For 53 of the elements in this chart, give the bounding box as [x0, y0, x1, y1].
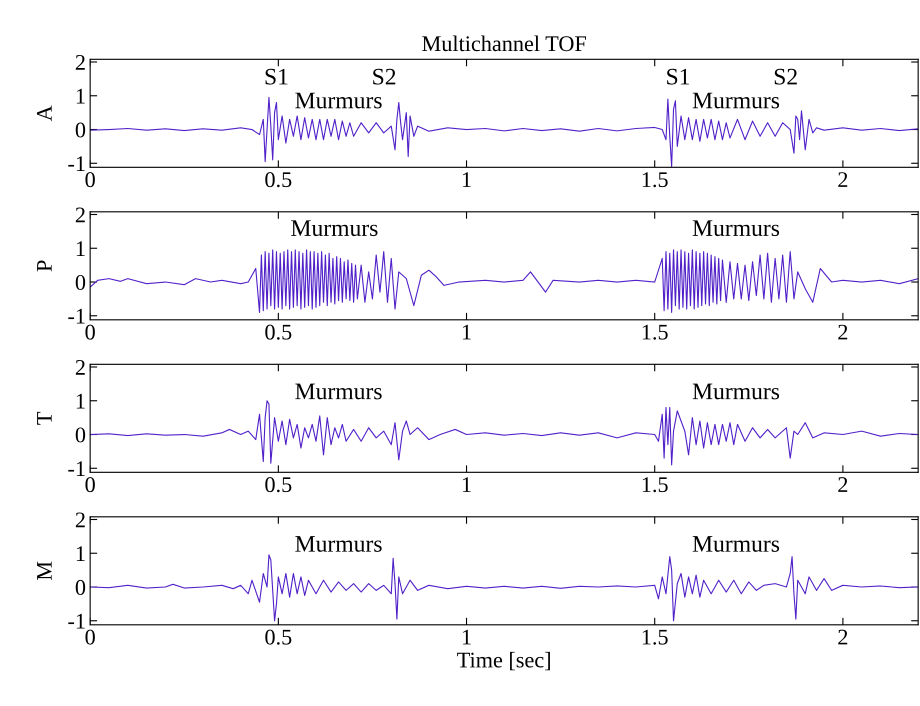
y-tick-label: 0 — [76, 427, 86, 442]
annotation: Murmurs — [295, 536, 382, 552]
y-axis-title: T — [37, 412, 52, 425]
y-tick-label: 1 — [76, 546, 85, 561]
y-tick-label: 1 — [76, 88, 85, 104]
annotation: S2 — [774, 68, 797, 85]
x-tick-label: 0.5 — [265, 172, 292, 188]
x-tick-label: 2 — [838, 324, 848, 340]
annotation: S2 — [373, 68, 396, 85]
line-series — [90, 400, 918, 466]
y-tick-label: -1 — [68, 308, 85, 324]
line-series — [90, 249, 918, 313]
y-tick-label: 0 — [76, 274, 86, 290]
annotation: Murmurs — [692, 536, 780, 552]
x-axis-title: Time [sec] — [457, 652, 550, 670]
x-tick-label: 1.5 — [642, 324, 668, 340]
x-tick-label: 1.5 — [642, 172, 668, 188]
x-tick-label: 2 — [838, 477, 848, 492]
y-tick-label: -1 — [68, 614, 85, 628]
chart-title: Multichannel TOF — [422, 36, 586, 52]
y-tick-label: 0 — [76, 122, 86, 138]
y-axis-title: M — [37, 562, 52, 580]
annotation: Murmurs — [291, 220, 378, 236]
annotation: Murmurs — [692, 92, 780, 108]
x-tick-label: 1.5 — [642, 477, 668, 492]
x-tick-label: 1 — [462, 630, 471, 644]
y-tick-label: -1 — [68, 156, 85, 171]
y-tick-label: 2 — [76, 55, 85, 70]
x-tick-label: 0.5 — [265, 477, 292, 492]
x-tick-label: 2 — [838, 172, 848, 187]
annotation: Murmurs — [295, 384, 382, 400]
x-tick-label: 1 — [462, 324, 471, 340]
x-tick-label: 1 — [462, 172, 471, 187]
annotation: Murmurs — [692, 384, 780, 400]
annotation: S1 — [667, 68, 690, 85]
x-tick-label: 2 — [838, 630, 848, 644]
x-tick-label: 0.5 — [265, 324, 292, 340]
x-tick-label: 1 — [462, 477, 471, 492]
y-tick-label: 1 — [76, 394, 85, 408]
annotation: Murmurs — [692, 220, 780, 236]
x-tick-label: 0.5 — [265, 630, 292, 645]
annotation: Murmurs — [295, 92, 382, 108]
y-axis-title: P — [37, 260, 52, 272]
y-tick-label: 1 — [76, 241, 85, 256]
annotation: S1 — [266, 68, 288, 85]
line-series — [90, 554, 918, 622]
y-tick-label: 2 — [76, 512, 85, 528]
y-tick-label: 2 — [76, 207, 85, 222]
y-tick-label: -1 — [68, 461, 85, 476]
y-tick-label: 0 — [76, 580, 86, 595]
x-tick-label: 1.5 — [642, 630, 668, 645]
y-tick-label: 2 — [76, 360, 85, 375]
y-axis-title: A — [36, 105, 52, 122]
